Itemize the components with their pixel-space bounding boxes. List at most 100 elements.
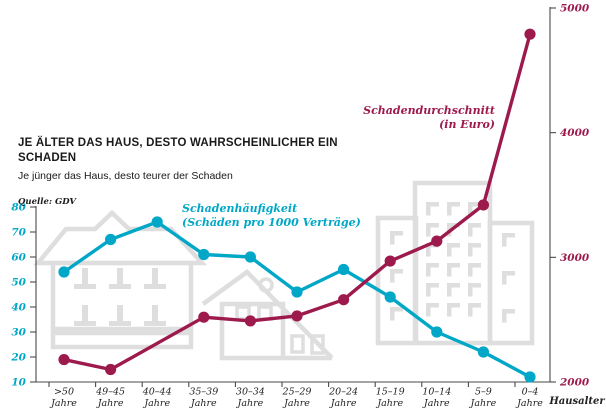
tower-window [426,247,431,257]
x-category-unit: Jahre [515,398,543,409]
data-point [151,216,163,228]
data-point [244,251,256,263]
tower-window [390,273,395,283]
house-window [117,268,123,284]
data-point [58,353,70,366]
x-category-unit: Jahre [282,398,310,409]
data-point [198,248,210,261]
left-axis-tick-label: 40 [11,302,26,314]
left-axis-tick-label: 80 [11,202,26,214]
house-window [117,305,123,321]
tower-window [468,283,481,288]
data-point [198,311,210,323]
tower-window [390,269,403,274]
x-category-unit: Jahre [469,398,497,409]
house-left-illustration [33,209,208,350]
frequency-legend-line1: Schadenhäufigkeit [182,202,297,215]
house-window [82,268,88,284]
Schadendurchschnitt-line [62,32,532,372]
left-axis-ticks: 80 70 60 50 40 30 20 10 [10,202,36,389]
data-point [338,294,350,306]
tower-window [426,307,431,317]
tower-window [468,247,473,257]
tower-window [468,267,473,277]
left-axis-tick-label: 70 [11,227,26,239]
tower-window [468,263,481,268]
data-point [105,363,117,376]
x-axis-ticks [48,382,516,387]
tower-window [502,275,507,285]
data-point [105,233,117,246]
tower-window [390,311,395,321]
house-window [144,284,166,289]
x-category-unit: Jahre [329,398,357,409]
severity-legend-line2: (in Euro) [439,118,495,131]
tower-window [447,243,460,248]
tower-window [447,247,452,257]
x-category-unit: Jahre [189,398,217,409]
data-point [431,326,443,338]
data-point [291,286,303,298]
house-window [109,321,131,326]
x-category-label: 10–14 [422,387,451,398]
tower-window [447,223,460,228]
tower-window [468,227,473,237]
x-category-unit: Jahre [236,398,264,409]
tower-window [447,307,452,317]
left-axis-tick-label: 10 [11,377,26,389]
house-window [74,321,96,326]
tower-window [502,313,507,323]
tower-window [502,237,507,247]
x-category-unit: Jahre [375,398,403,409]
frequency-legend-line2: (Schäden pro 1000 Verträge) [182,216,361,229]
tower-window [502,233,515,238]
tower-window [390,231,403,236]
x-category-unit: Jahre [49,398,77,409]
house-window [74,284,96,289]
tower-window [426,287,431,297]
left-axis-tick-label: 30 [11,327,26,339]
data-point [477,346,489,358]
house-window [109,284,131,289]
data-point [477,199,489,211]
tower-window [447,267,452,277]
data-point [431,235,443,247]
tower-window [468,307,473,317]
right-axis-ticks: 5000 4000 3000 2000 [550,3,590,389]
x-category-label: 30–34 [236,387,265,398]
tower-window [447,206,452,216]
data-point [524,28,536,40]
tower-window [426,303,439,308]
tower-window [447,287,452,297]
x-category-label: 35–39 [189,387,218,398]
tower-window [468,243,481,248]
data-point [338,263,350,276]
tower-window [447,202,460,207]
house-window [152,268,158,284]
left-axis-tick-label: 20 [10,352,26,364]
tower-window [426,283,439,288]
towers-illustration [375,180,535,346]
x-category-label: 49–45 [95,387,125,398]
severity-legend-line1: Schadendurchschnitt [363,104,495,117]
right-axis-tick-label: 4000 [560,127,590,139]
house-window [144,321,166,326]
tower-window [426,223,439,228]
tower-window [468,202,481,207]
right-axis-tick-label: 5000 [560,3,590,15]
house-windows [74,268,166,326]
x-category-label: 0–4 [522,387,539,398]
tower-window [426,202,439,207]
x-category-label: 25–29 [282,387,312,398]
tower-window [468,287,473,297]
data-point [58,266,70,278]
tower-window [426,243,439,248]
severity-series [58,28,536,376]
left-axis-tick-label: 50 [11,277,26,289]
tower-window [468,206,473,216]
tower-window [426,263,439,268]
data-point [524,371,536,383]
